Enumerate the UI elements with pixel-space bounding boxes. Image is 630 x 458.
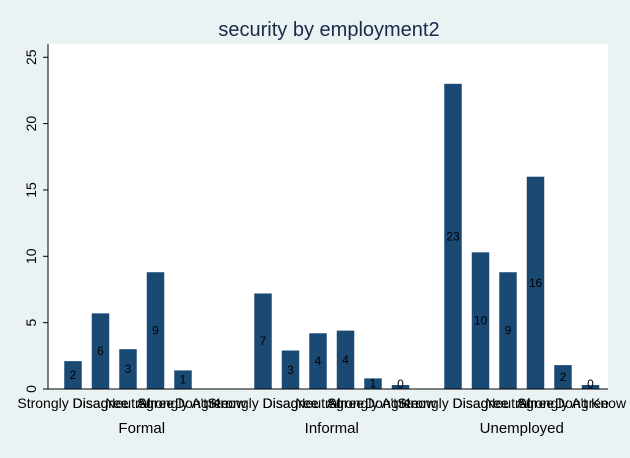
category-label: Agree bbox=[137, 395, 175, 411]
bar bbox=[254, 293, 272, 389]
category-label: Strongly Disagree bbox=[17, 395, 128, 411]
bar bbox=[119, 349, 137, 389]
category-label: Agree bbox=[327, 395, 365, 411]
bar-value-label: 4 bbox=[315, 354, 322, 368]
y-tick-label: 25 bbox=[23, 49, 39, 65]
group-label: Informal bbox=[305, 420, 359, 437]
x-axis: Strongly DisagreeDisagreeNeutralAgreeStr… bbox=[17, 388, 627, 437]
bar-value-label: 3 bbox=[125, 362, 132, 376]
category-label: Strongly Agree bbox=[327, 395, 419, 411]
bar bbox=[336, 330, 355, 389]
group-label: Formal bbox=[118, 420, 165, 437]
bar bbox=[554, 365, 572, 389]
y-tick-label: 10 bbox=[23, 248, 39, 264]
category-label: Strongly Disagree bbox=[397, 395, 508, 411]
category-label: Disagree bbox=[72, 395, 128, 411]
category-label: Don't Know bbox=[555, 395, 627, 411]
bar-value-label: 16 bbox=[529, 276, 543, 290]
bar-value-label: 10 bbox=[474, 314, 488, 328]
plot-area bbox=[48, 44, 608, 389]
bar-value-label: 23 bbox=[446, 229, 460, 243]
category-label: Agree bbox=[517, 395, 555, 411]
category-label: Don't Know bbox=[175, 395, 247, 411]
bar-value-label: 3 bbox=[287, 363, 294, 377]
category-label: Neutral bbox=[485, 395, 530, 411]
bar bbox=[146, 272, 165, 389]
y-tick-label: 0 bbox=[23, 385, 39, 393]
bar bbox=[64, 361, 82, 389]
category-label: Don't Know bbox=[365, 395, 437, 411]
bar bbox=[499, 272, 517, 389]
bar-value-label: 4 bbox=[342, 353, 349, 367]
bar-value-label: 9 bbox=[505, 324, 512, 338]
category-label: Disagree bbox=[262, 395, 318, 411]
category-label: Neutral bbox=[295, 395, 340, 411]
bar-value-label: 9 bbox=[152, 324, 159, 338]
y-tick-label: 20 bbox=[23, 116, 39, 132]
category-label: Neutral bbox=[105, 395, 150, 411]
bar bbox=[471, 252, 490, 389]
bar bbox=[281, 350, 300, 389]
bar-value-label: 0 bbox=[587, 377, 594, 391]
bar bbox=[391, 385, 410, 389]
bar bbox=[526, 176, 545, 389]
bar bbox=[444, 83, 462, 390]
bar-value-label: 6 bbox=[97, 344, 104, 358]
category-label: Strongly Agree bbox=[137, 395, 229, 411]
bar-value-label: 2 bbox=[70, 368, 77, 382]
category-label: Strongly Agree bbox=[517, 395, 609, 411]
y-axis: 0 5 10 15 20 25 bbox=[23, 44, 49, 393]
bar bbox=[91, 313, 110, 389]
bar bbox=[581, 385, 600, 389]
category-label: Disagree bbox=[452, 395, 508, 411]
bar-value-label: 1 bbox=[370, 377, 377, 391]
y-tick-label: 5 bbox=[23, 319, 39, 327]
bar-value-label: 1 bbox=[180, 373, 187, 387]
bar-value-label: 0 bbox=[397, 377, 404, 391]
group-label: Unemployed bbox=[480, 420, 564, 437]
bar bbox=[364, 378, 382, 389]
bar-value-label: 7 bbox=[260, 334, 267, 348]
bar bbox=[309, 333, 327, 389]
bar-value-label: 2 bbox=[560, 370, 567, 384]
y-tick-label: 15 bbox=[23, 182, 39, 198]
chart-title: security by employment2 bbox=[218, 19, 439, 41]
bar bbox=[174, 370, 192, 389]
category-label: Strongly Disagree bbox=[207, 395, 318, 411]
